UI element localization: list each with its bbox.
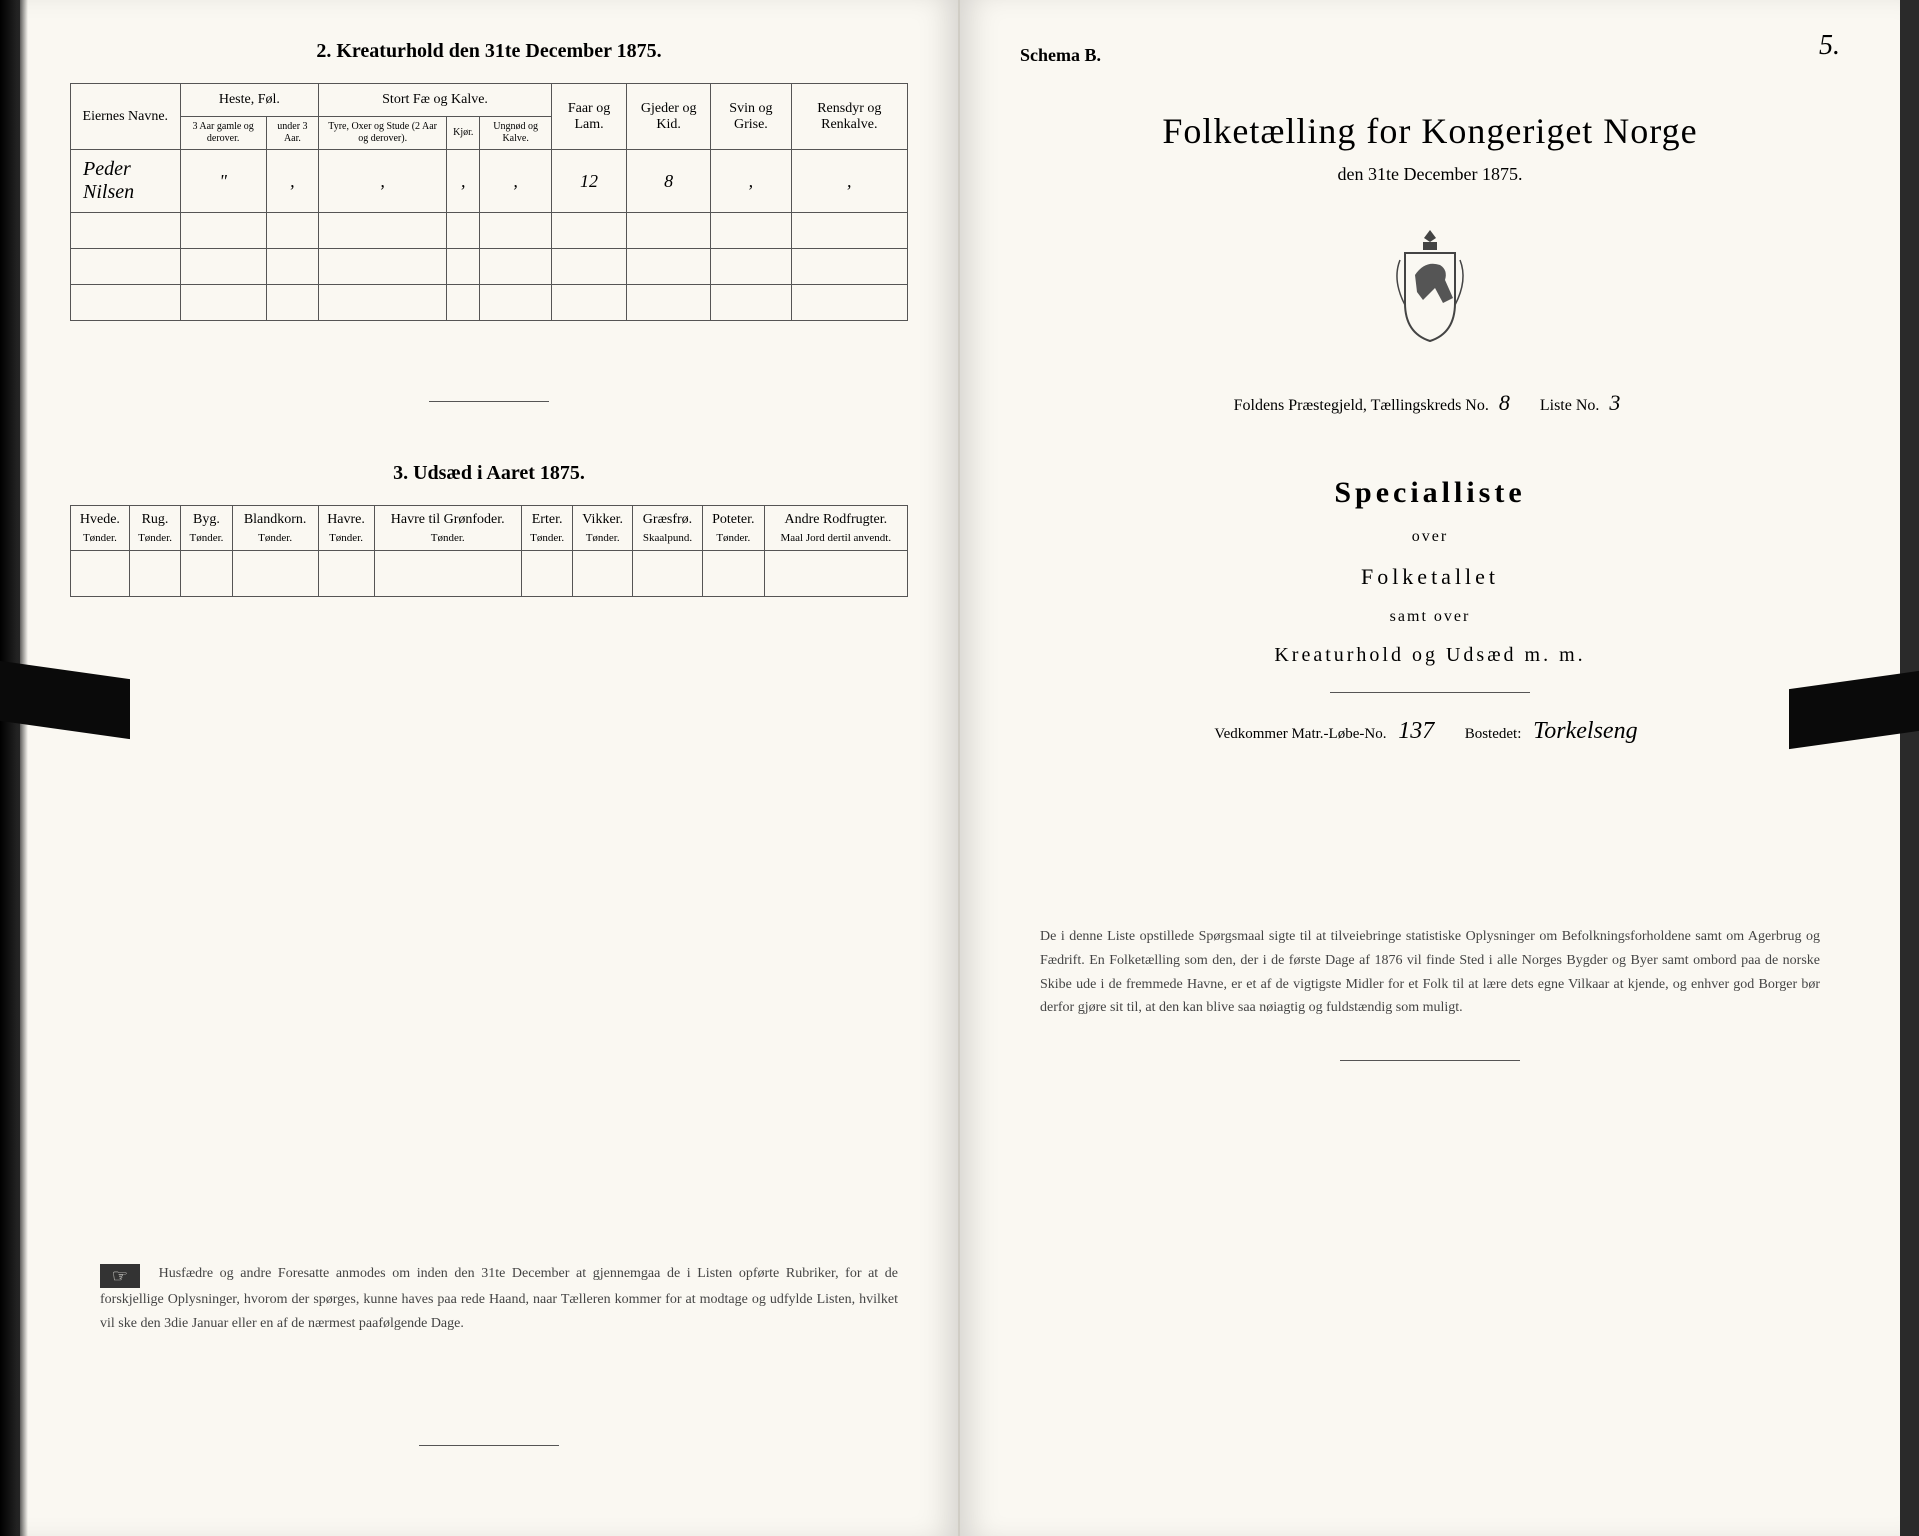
divider [1340, 1060, 1520, 1061]
schema-label: Schema B. [1020, 45, 1101, 66]
bosted-value: Torkelseng [1525, 718, 1645, 744]
liste-number: 3 [1603, 390, 1626, 415]
table-row: Peder Nilsen " , , , , 12 8 , , [71, 150, 908, 213]
divider [1330, 692, 1530, 693]
main-title: Folketælling for Kongeriget Norge [1010, 110, 1850, 152]
crop: Andre Rodfrugter. [764, 506, 907, 531]
table-row [71, 249, 908, 285]
col-pigs: Svin og Grise. [711, 84, 791, 150]
cell: , [480, 150, 552, 213]
owner-name: Peder Nilsen [71, 150, 181, 213]
table-row [71, 213, 908, 249]
seed-header-unit: Tønder. Tønder. Tønder. Tønder. Tønder. … [71, 530, 908, 551]
cell: " [180, 150, 266, 213]
col-reindeer: Rensdyr og Renkalve. [791, 84, 907, 150]
over-text: over [1010, 528, 1850, 546]
cell: , [266, 150, 319, 213]
specialliste-title: Specialliste [1010, 476, 1850, 510]
unit: Tønder. [521, 530, 572, 551]
sub-date: den 31te December 1875. [1010, 164, 1850, 185]
coat-of-arms-icon [1010, 225, 1850, 350]
cell: , [711, 150, 791, 213]
scan-dark-edge [0, 0, 28, 1536]
cell: 12 [551, 150, 626, 213]
unit: Skaalpund. [633, 530, 703, 551]
crop: Havre. [318, 506, 374, 531]
book-spread: 2. Kreaturhold den 31te December 1875. E… [20, 0, 1900, 1536]
unit: Tønder. [573, 530, 633, 551]
matr-line: Vedkommer Matr.-Løbe-No. 137 Bostedet: T… [1010, 718, 1850, 745]
samt-over-text: samt over [1010, 608, 1850, 626]
page-number: 5. [1819, 30, 1840, 62]
crop: Havre til Grønfoder. [374, 506, 521, 531]
unit: Tønder. [129, 530, 180, 551]
bosted-label: Bostedet: [1465, 726, 1522, 742]
crop: Erter. [521, 506, 572, 531]
left-footer-text: Husfædre og andre Foresatte anmodes om i… [100, 1266, 898, 1331]
section3-title: 3. Udsæd i Aaret 1875. [70, 462, 908, 485]
cell: 8 [627, 150, 711, 213]
crop: Blandkorn. [232, 506, 318, 531]
unit: Tønder. [318, 530, 374, 551]
right-page: Schema B. 5. Folketælling for Kongeriget… [960, 0, 1900, 1536]
unit: Tønder. [71, 530, 130, 551]
unit: Tønder. [702, 530, 764, 551]
seed-table: Hvede. Rug. Byg. Blandkorn. Havre. Havre… [70, 505, 908, 597]
matr-label: Vedkommer Matr.-Løbe-No. [1214, 726, 1386, 742]
crop: Græsfrø. [633, 506, 703, 531]
folketallet-text: Folketallet [1010, 564, 1850, 590]
livestock-table: Eiernes Navne. Heste, Føl. Stort Fæ og K… [70, 83, 908, 321]
kreatur-text: Kreaturhold og Udsæd m. m. [1010, 644, 1850, 667]
liste-label: Liste No. [1540, 397, 1600, 414]
district-line: Foldens Præstegjeld, Tællingskreds No. 8… [1010, 390, 1850, 416]
cell: , [319, 150, 447, 213]
col-sheep: Faar og Lam. [551, 84, 626, 150]
col-group-cattle: Stort Fæ og Kalve. [319, 84, 552, 117]
crop: Byg. [181, 506, 232, 531]
col-goats: Gjeder og Kid. [627, 84, 711, 150]
sub-cattle-3: Ungnød og Kalve. [480, 117, 552, 150]
unit: Tønder. [374, 530, 521, 551]
section2-title: 2. Kreaturhold den 31te December 1875. [70, 40, 908, 63]
sub-horses-2: under 3 Aar. [266, 117, 319, 150]
sub-cattle-2: Kjør. [447, 117, 480, 150]
sub-cattle-1: Tyre, Oxer og Stude (2 Aar og derover). [319, 117, 447, 150]
district-prefix: Foldens Præstegjeld, Tællingskreds No. [1234, 397, 1489, 414]
left-page: 2. Kreaturhold den 31te December 1875. E… [20, 0, 960, 1536]
unit: Tønder. [181, 530, 232, 551]
sub-horses-1: 3 Aar gamle og derover. [180, 117, 266, 150]
col-group-horses: Heste, Føl. [180, 84, 319, 117]
unit: Tønder. [232, 530, 318, 551]
district-number: 8 [1493, 390, 1516, 415]
cell: , [447, 150, 480, 213]
crop: Rug. [129, 506, 180, 531]
left-footer-note: ☞ Husfædre og andre Foresatte anmodes om… [100, 1262, 898, 1336]
unit: Maal Jord dertil anvendt. [764, 530, 907, 551]
matr-number: 137 [1390, 718, 1442, 744]
seed-header-crop: Hvede. Rug. Byg. Blandkorn. Havre. Havre… [71, 506, 908, 531]
table-row [71, 551, 908, 597]
crop: Hvede. [71, 506, 130, 531]
divider [429, 401, 549, 402]
pointing-hand-icon: ☞ [100, 1264, 140, 1288]
table-row [71, 285, 908, 321]
cell: , [791, 150, 907, 213]
right-footer-text: De i denne Liste opstillede Spørgsmaal s… [1010, 925, 1850, 1020]
crop: Poteter. [702, 506, 764, 531]
divider [419, 1445, 559, 1446]
crop: Vikker. [573, 506, 633, 531]
col-owner-name: Eiernes Navne. [71, 84, 181, 150]
